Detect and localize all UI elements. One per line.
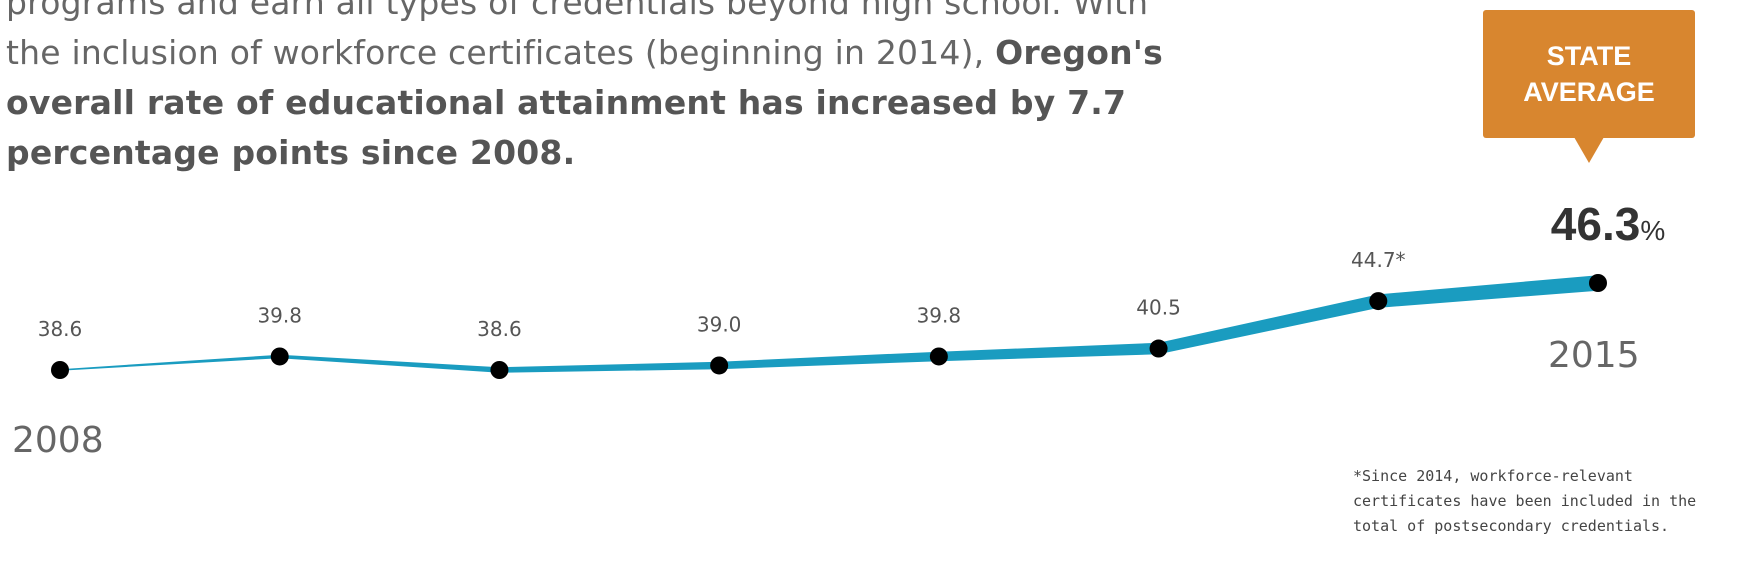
series-segment — [1378, 275, 1598, 308]
data-label: 46.3% — [1551, 198, 1665, 250]
data-point — [710, 356, 729, 375]
data-label: 39.8 — [917, 303, 962, 327]
data-label: 38.6 — [477, 317, 522, 341]
data-point — [270, 347, 289, 366]
intro-line-2: the inclusion of workforce certificates … — [6, 28, 1306, 78]
badge-line-1: STATE — [1546, 41, 1632, 71]
data-label: 39.0 — [697, 312, 742, 336]
data-point — [1589, 274, 1607, 292]
data-label: 40.5 — [1136, 296, 1181, 320]
start-year-label: 2008 — [12, 420, 104, 461]
series-segment — [499, 361, 720, 373]
data-label: 39.8 — [257, 303, 302, 327]
badge-line-2: AVERAGE — [1523, 77, 1655, 107]
data-point — [51, 361, 69, 379]
series-segment — [719, 351, 939, 370]
data-point — [1369, 292, 1388, 311]
data-label: 44.7* — [1351, 248, 1406, 272]
intro-line-4: percentage points since 2008. — [6, 128, 1306, 178]
series-segment — [938, 342, 1159, 362]
intro-line-2-bold: Oregon's — [995, 33, 1163, 72]
state-average-badge: STATE AVERAGE — [1483, 10, 1695, 138]
series-segment — [1158, 294, 1379, 355]
intro-line-2-plain: the inclusion of workforce certificates … — [6, 33, 985, 72]
intro-line-3: overall rate of educational attainment h… — [6, 78, 1306, 128]
footnote: *Since 2014, workforce-relevant certific… — [1353, 467, 1697, 535]
end-year-label: 2015 — [1548, 335, 1640, 376]
intro-line-1: programs and earn all types of credentia… — [6, 0, 1149, 22]
intro-line-3-bold: overall rate of educational attainment h… — [6, 83, 1127, 122]
series-segment — [279, 354, 500, 373]
intro-line-4-bold: percentage points since 2008. — [6, 133, 576, 172]
data-point — [1149, 339, 1168, 358]
intro-text: programs and earn all types of credentia… — [6, 0, 1306, 178]
data-label: 38.6 — [38, 317, 83, 341]
data-point — [929, 347, 948, 366]
data-point — [490, 361, 509, 379]
series-segment — [60, 354, 280, 371]
badge-pointer — [1574, 137, 1604, 163]
